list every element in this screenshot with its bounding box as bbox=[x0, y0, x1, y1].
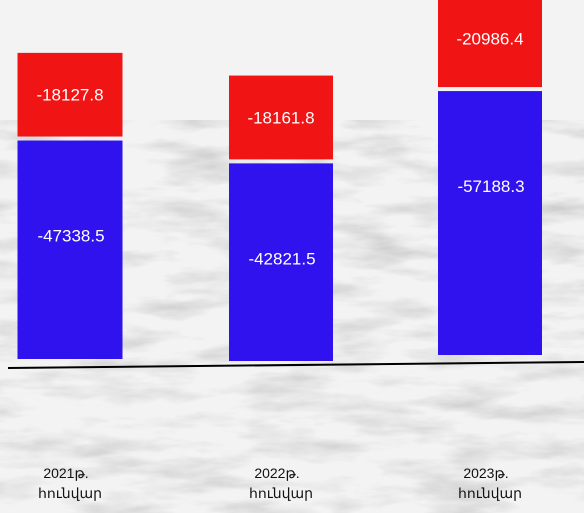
bar-series0-1 bbox=[229, 163, 333, 361]
category-labels-layer: 2021թ. հունվար 2022թ. հունվար 2023թ. հունվար bbox=[38, 465, 522, 501]
x-tick-label-0: 2021թ. հունվար bbox=[38, 465, 102, 501]
x-axis-line bbox=[7, 361, 584, 369]
data-label-series1-2: -20986.4 bbox=[456, 30, 523, 49]
x-tick-label-1: 2022թ. հունվար bbox=[249, 465, 313, 501]
data-label-series0-0: -47338.5 bbox=[37, 227, 104, 246]
bar-series1-2 bbox=[438, 0, 542, 88]
data-label-series0-2: -57188.3 bbox=[457, 177, 524, 196]
bar-series1-0 bbox=[17, 52, 123, 137]
bar-series1-1 bbox=[229, 75, 333, 160]
bars-layer: -47338.5 -18127.8 -42821.5 -18161.8 -57188.3… bbox=[17, 0, 542, 361]
bar-series0-2 bbox=[438, 91, 542, 356]
bar-series0-0 bbox=[17, 140, 123, 359]
data-label-series0-1: -42821.5 bbox=[248, 249, 315, 268]
x-tick-label-2: 2023թ. հունվար bbox=[458, 465, 522, 501]
data-label-series1-0: -18127.8 bbox=[36, 86, 103, 105]
data-label-series1-1: -18161.8 bbox=[247, 108, 314, 127]
